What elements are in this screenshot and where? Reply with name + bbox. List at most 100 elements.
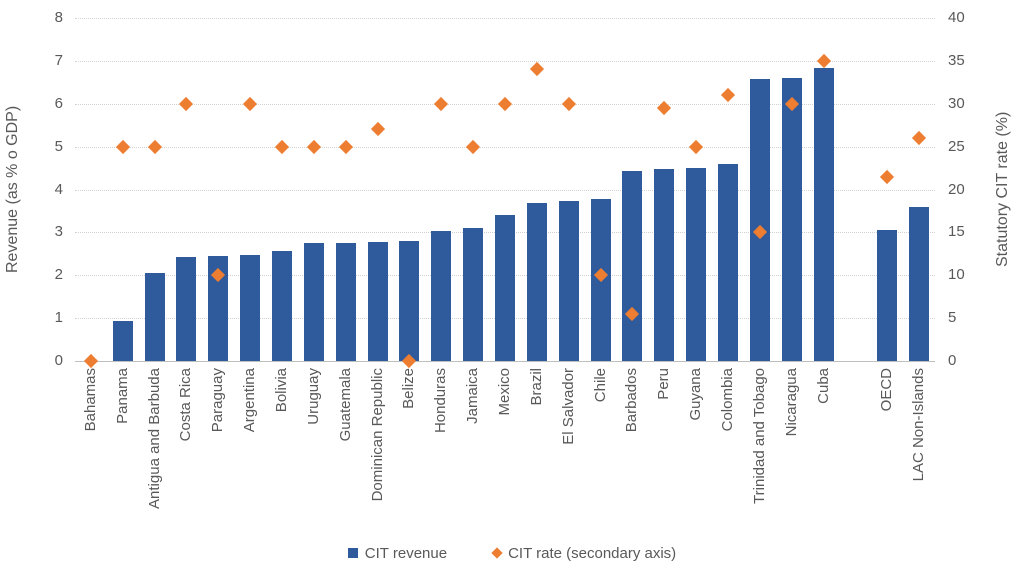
y-axis-tick-left: 5 <box>54 137 63 155</box>
category-label: Panama <box>113 368 131 424</box>
category-label: Bolivia <box>273 368 291 413</box>
bar <box>431 230 452 361</box>
bar <box>781 78 802 361</box>
rate-marker <box>689 139 704 154</box>
rate-marker <box>306 139 321 154</box>
rate-marker <box>911 130 927 146</box>
bar <box>112 321 133 361</box>
legend-label: CIT revenue <box>364 544 448 562</box>
category-label: Peru <box>655 368 673 400</box>
bar <box>717 163 738 361</box>
rate-marker <box>561 96 576 111</box>
category-label: Cuba <box>814 368 832 404</box>
rate-marker <box>497 96 513 111</box>
gridline <box>75 60 935 62</box>
category-label: Brazil <box>527 368 545 406</box>
y-axis-tick-left: 2 <box>54 266 63 284</box>
bar <box>463 228 484 361</box>
bar <box>877 230 898 361</box>
rate-marker <box>338 139 353 154</box>
bar <box>399 241 420 361</box>
category-label: Uruguay <box>304 368 322 425</box>
category-label: LAC Non-Islands <box>910 368 928 482</box>
y-axis-tick-left: 7 <box>54 51 63 69</box>
rate-marker <box>720 88 736 103</box>
category-label: Antigua and Barbuda <box>145 368 163 509</box>
bar <box>495 215 515 361</box>
category-label: Dominican Republic <box>368 368 386 502</box>
legend-item: CIT rate (secondary axis) <box>491 544 677 562</box>
rate-marker <box>816 53 831 68</box>
right-axis-title: Statutory CIT rate (%) <box>994 111 1011 268</box>
rate-marker <box>370 122 385 137</box>
category-label: Chile <box>591 368 609 403</box>
category-label: Costa Rica <box>177 368 195 442</box>
y-axis-tick-left: 0 <box>54 352 63 369</box>
y-axis-tick-left: 1 <box>54 309 63 327</box>
category-label: Paraguay <box>209 368 227 433</box>
category-label: Argentina <box>241 368 259 433</box>
bar <box>335 242 356 361</box>
rate-marker <box>880 169 895 184</box>
category-label: Honduras <box>432 368 450 434</box>
legend-diamond-icon <box>491 547 503 559</box>
category-label: OECD <box>878 368 896 412</box>
rate-marker <box>274 139 290 154</box>
bar <box>558 201 579 361</box>
y-axis-tick-left: 3 <box>54 223 63 241</box>
bar <box>367 241 388 361</box>
rate-marker <box>115 139 130 154</box>
rate-marker <box>466 139 481 154</box>
category-label: Guyana <box>687 368 705 421</box>
y-axis-tick-right: 15 <box>948 223 965 241</box>
y-axis-tick-left: 8 <box>54 9 63 26</box>
legend-item: CIT revenue <box>347 544 448 562</box>
legend-label: CIT rate (secondary axis) <box>508 544 677 562</box>
rate-marker <box>179 96 194 111</box>
y-axis-tick-right: 40 <box>948 9 965 26</box>
category-label: Barbados <box>623 368 641 433</box>
bar <box>208 256 229 361</box>
category-label: Mexico <box>496 368 513 416</box>
legend: CIT revenue CIT rate (secondary axis) <box>0 540 1024 566</box>
category-label: Nicaragua <box>782 368 800 437</box>
y-axis-tick-right: 5 <box>948 309 957 327</box>
y-axis-tick-right: 0 <box>948 352 957 369</box>
bar <box>144 272 165 361</box>
bar <box>686 167 707 361</box>
category-label: Colombia <box>718 368 736 432</box>
category-label: Trinidad and Tobago <box>750 368 768 504</box>
left-axis-title: Revenue (as % o GDP) <box>4 105 21 274</box>
category-label: Guatemala <box>336 368 354 442</box>
bar <box>272 250 293 361</box>
category-label: El Salvador <box>559 368 577 445</box>
y-axis-tick-right: 25 <box>948 137 965 155</box>
gridline <box>75 18 935 19</box>
rate-marker <box>147 139 162 154</box>
y-axis-tick-left: 4 <box>54 180 63 198</box>
gridline <box>75 146 935 148</box>
x-axis-line <box>75 361 935 362</box>
bar <box>749 79 770 361</box>
y-axis-tick-right: 35 <box>948 51 965 69</box>
category-label: Bahamas <box>81 368 99 432</box>
y-axis-tick-right: 20 <box>948 180 965 198</box>
bar <box>176 257 197 361</box>
category-label: Belize <box>400 368 418 409</box>
rate-marker <box>434 96 449 111</box>
rate-marker <box>83 353 98 369</box>
bar <box>909 206 930 361</box>
bar <box>303 243 324 361</box>
gridline <box>75 189 935 191</box>
category-label: Jamaica <box>464 368 482 424</box>
y-axis-tick-right: 30 <box>948 94 965 112</box>
bar <box>813 68 834 361</box>
rate-marker <box>243 96 258 111</box>
rate-marker <box>529 62 544 77</box>
bar <box>240 254 261 361</box>
y-axis-tick-right: 10 <box>948 266 965 284</box>
legend-square-icon <box>347 548 358 558</box>
y-axis-tick-left: 6 <box>54 94 63 112</box>
